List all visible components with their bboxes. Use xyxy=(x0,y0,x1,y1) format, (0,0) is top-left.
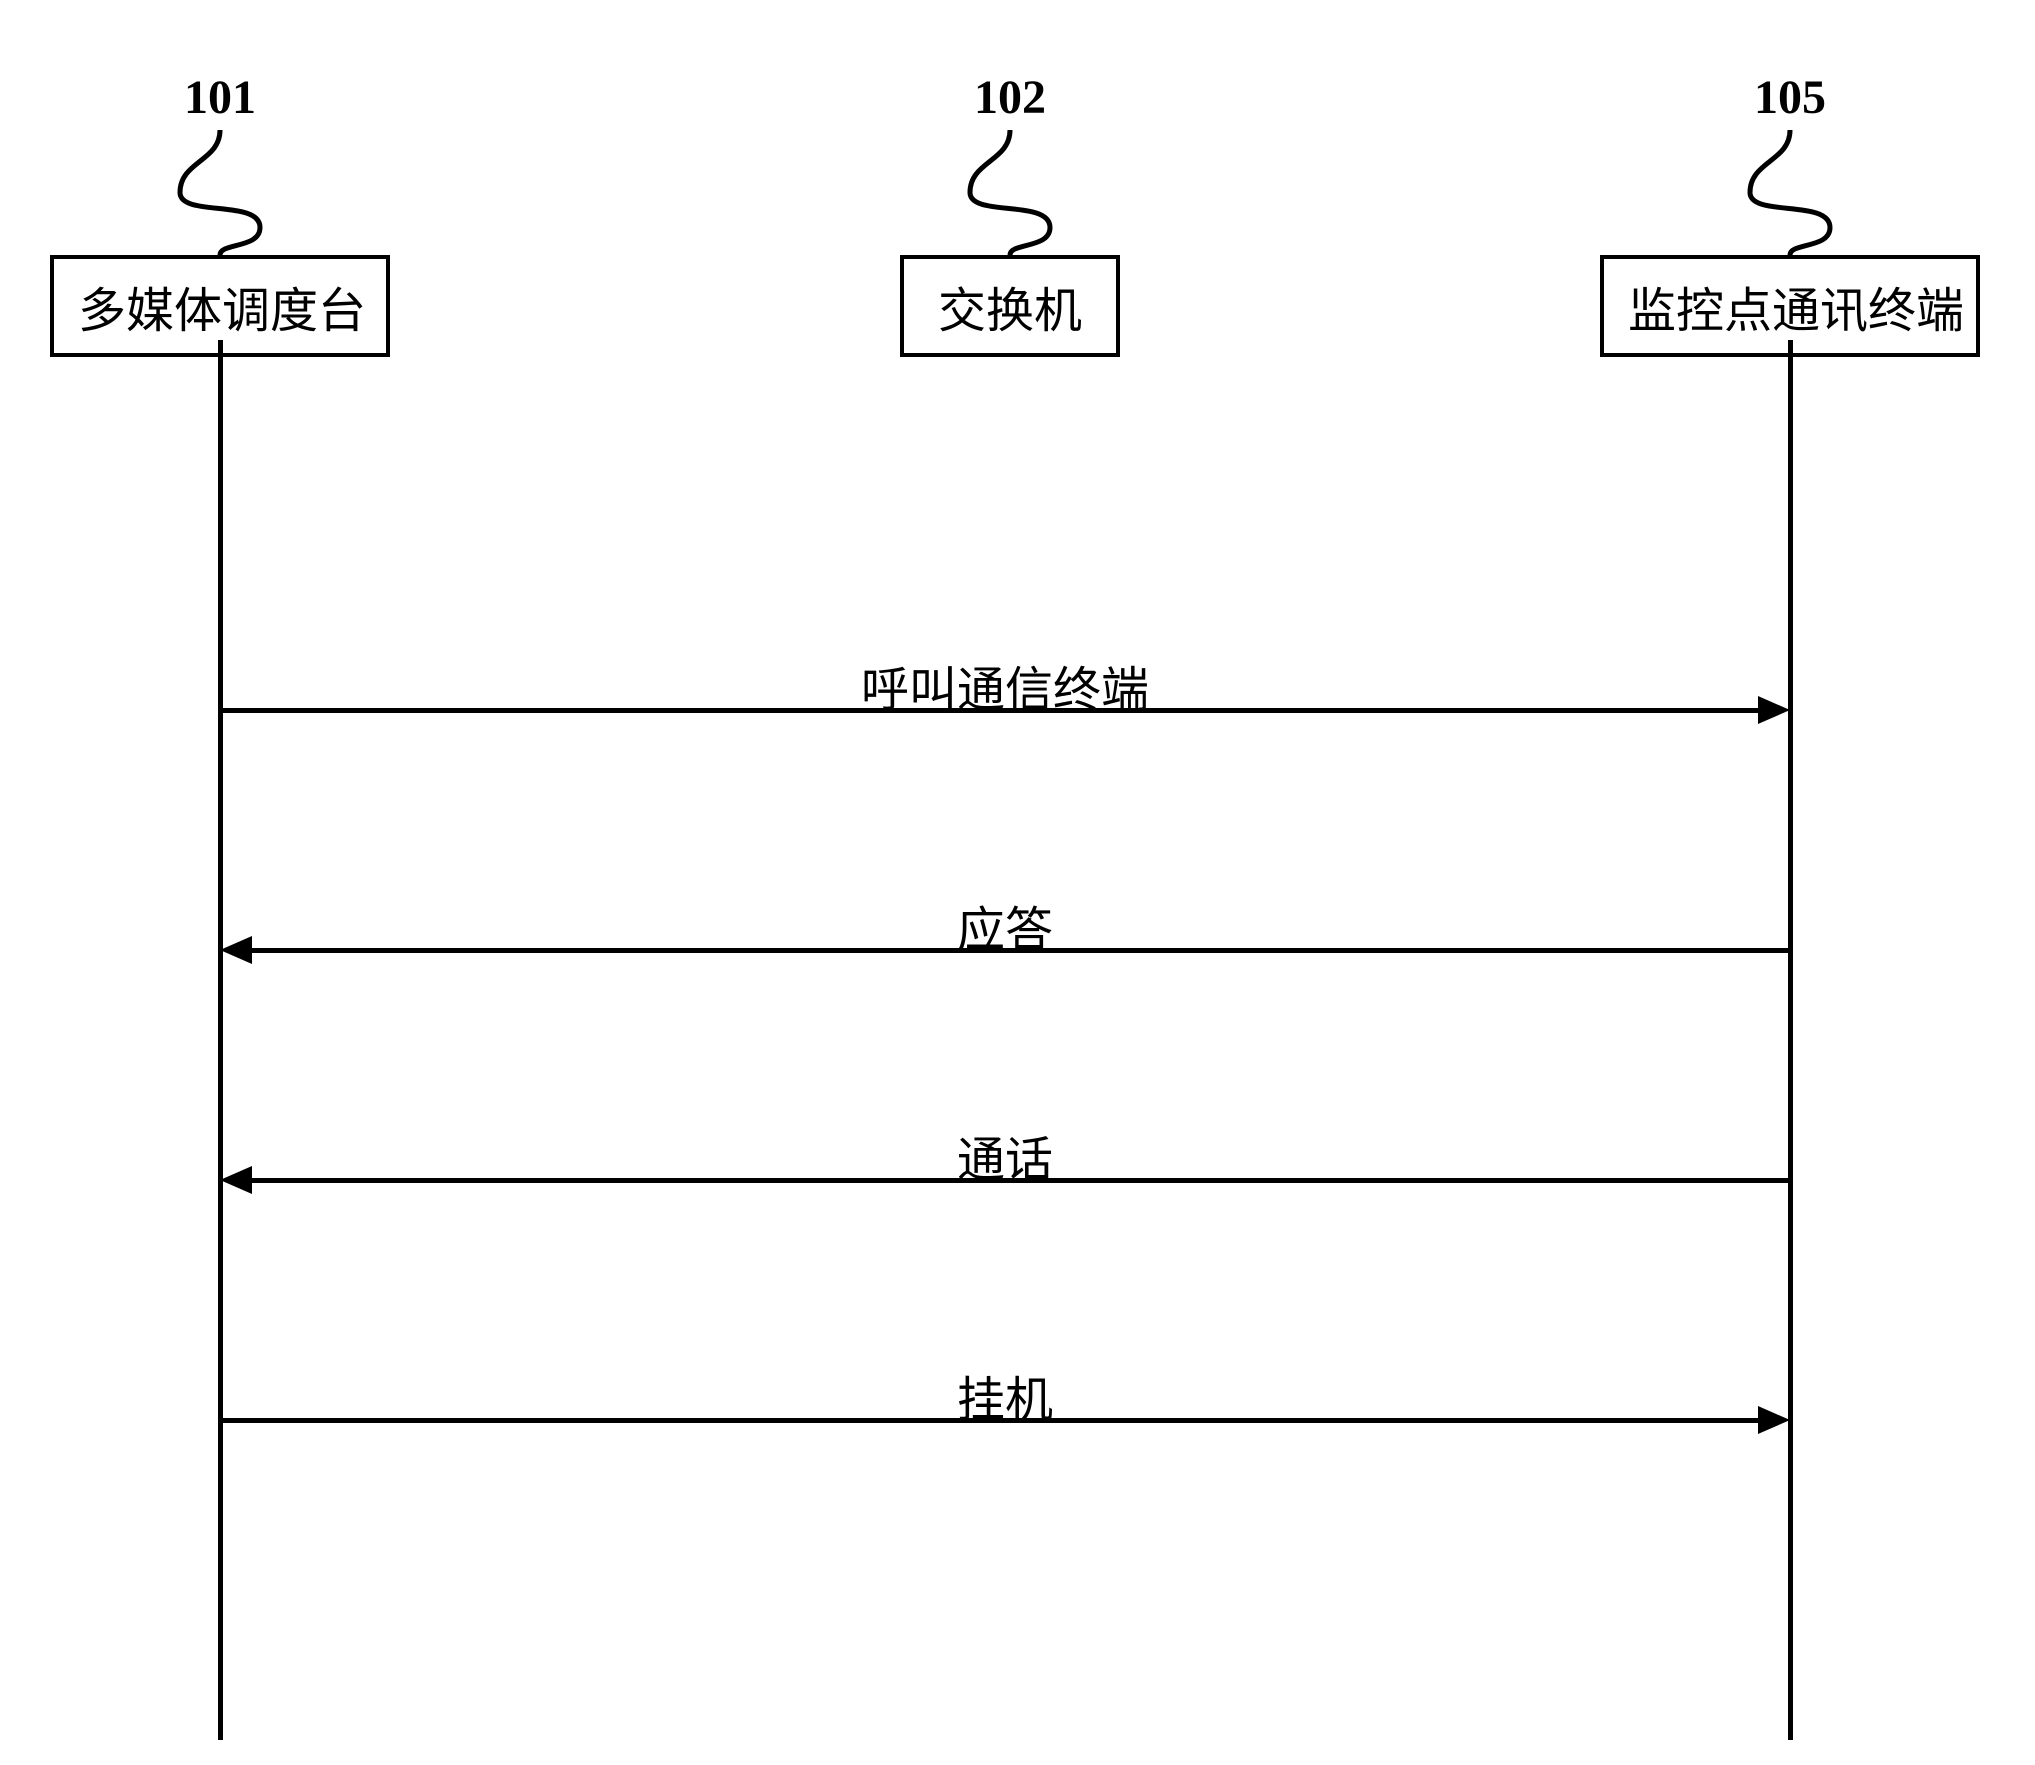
message-arrowhead-2 xyxy=(220,1166,252,1194)
message-line-0 xyxy=(220,708,1760,713)
message-3: 挂机 xyxy=(220,1420,1790,1421)
lifeline-connector-c xyxy=(1730,130,1850,265)
lifeline-line-c xyxy=(1788,340,1793,1740)
message-line-3 xyxy=(220,1418,1760,1423)
message-1: 应答 xyxy=(220,950,1790,951)
lifeline-box-b: 交换机 xyxy=(900,255,1120,357)
message-0: 呼叫通信终端 xyxy=(220,710,1790,711)
lifeline-number-a: 101 xyxy=(140,70,300,125)
lifeline-number-c: 105 xyxy=(1710,70,1870,125)
message-line-2 xyxy=(250,1178,1790,1183)
message-arrowhead-3 xyxy=(1758,1406,1790,1434)
message-2: 通话 xyxy=(220,1180,1790,1181)
message-arrowhead-1 xyxy=(220,936,252,964)
lifeline-connector-a xyxy=(160,130,280,265)
lifeline-number-b: 102 xyxy=(930,70,1090,125)
lifeline-line-a xyxy=(218,340,223,1740)
message-arrowhead-0 xyxy=(1758,696,1790,724)
message-line-1 xyxy=(250,948,1790,953)
lifeline-connector-b xyxy=(950,130,1070,265)
